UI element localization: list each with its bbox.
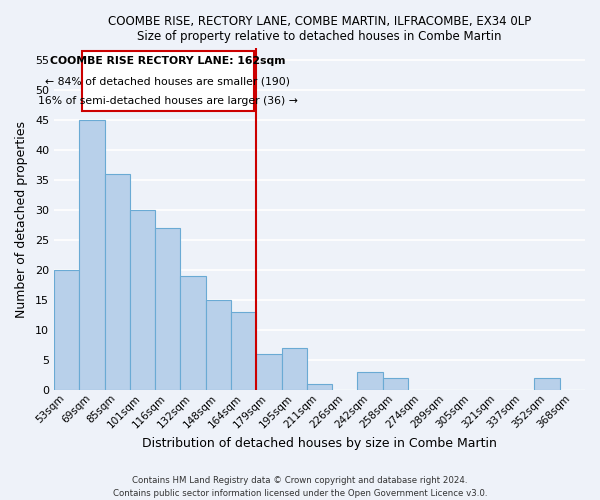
Bar: [54, 270, 79, 390]
Text: Contains HM Land Registry data © Crown copyright and database right 2024.
Contai: Contains HM Land Registry data © Crown c…: [113, 476, 487, 498]
Y-axis label: Number of detached properties: Number of detached properties: [15, 121, 28, 318]
Text: ← 84% of detached houses are smaller (190): ← 84% of detached houses are smaller (19…: [45, 76, 290, 86]
Bar: [358, 372, 383, 390]
Bar: [231, 312, 256, 390]
Bar: [281, 348, 307, 391]
Bar: [307, 384, 332, 390]
Bar: [155, 228, 181, 390]
Text: 16% of semi-detached houses are larger (36) →: 16% of semi-detached houses are larger (…: [38, 96, 298, 106]
FancyBboxPatch shape: [82, 52, 254, 112]
Bar: [104, 174, 130, 390]
X-axis label: Distribution of detached houses by size in Combe Martin: Distribution of detached houses by size …: [142, 437, 497, 450]
Text: COOMBE RISE RECTORY LANE: 162sqm: COOMBE RISE RECTORY LANE: 162sqm: [50, 56, 286, 66]
Bar: [535, 378, 560, 390]
Bar: [130, 210, 155, 390]
Title: COOMBE RISE, RECTORY LANE, COMBE MARTIN, ILFRACOMBE, EX34 0LP
Size of property r: COOMBE RISE, RECTORY LANE, COMBE MARTIN,…: [108, 15, 531, 43]
Bar: [181, 276, 206, 390]
Bar: [79, 120, 104, 390]
Bar: [256, 354, 281, 390]
Bar: [383, 378, 408, 390]
Bar: [206, 300, 231, 390]
